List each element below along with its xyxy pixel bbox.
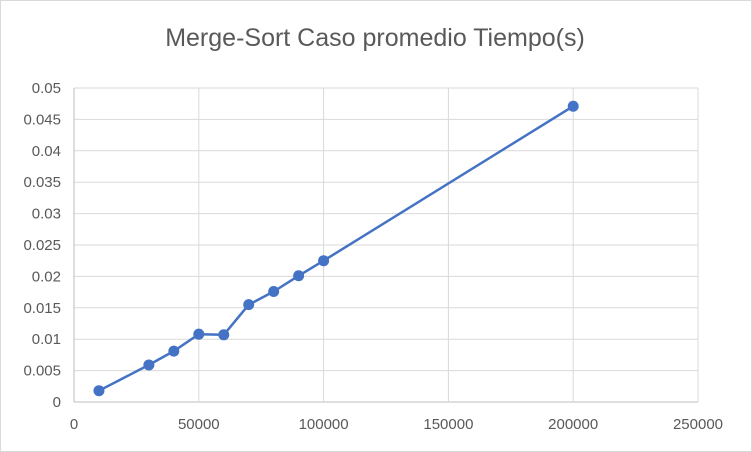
- data-point: [567, 100, 579, 112]
- series-line: [98, 105, 574, 392]
- y-tick-label: 0.045: [23, 111, 61, 128]
- data-point: [318, 255, 330, 267]
- y-tick-label: 0: [53, 394, 61, 411]
- data-point: [168, 345, 180, 357]
- y-tick-label: 0.04: [32, 143, 61, 160]
- data-point: [293, 270, 305, 282]
- y-tick-label: 0.025: [23, 237, 61, 254]
- data-point: [218, 329, 230, 341]
- x-tick-label: 100000: [299, 416, 349, 433]
- x-tick-label: 200000: [548, 416, 598, 433]
- data-point: [243, 299, 255, 311]
- y-tick-label: 0.05: [32, 80, 61, 97]
- y-tick-label: 0.015: [23, 300, 61, 317]
- series-layer: [93, 100, 579, 397]
- y-tick-label: 0.01: [32, 331, 61, 348]
- x-axis-ticks: 0 50000 100000 150000 200000 250000: [70, 416, 723, 433]
- y-tick-label: 0.03: [32, 206, 61, 223]
- x-tick-label: 50000: [178, 416, 220, 433]
- x-tick-label: 250000: [673, 416, 723, 433]
- y-axis-ticks: 0 0.005 0.01 0.015 0.02 0.025 0.03 0.035 0.04 0.0…: [23, 80, 61, 411]
- x-tick-label: 150000: [423, 416, 473, 433]
- y-tick-label: 0.005: [23, 363, 61, 380]
- data-point: [93, 385, 105, 397]
- data-point: [268, 285, 280, 297]
- x-tick-label: 0: [70, 416, 78, 433]
- data-point: [193, 328, 205, 340]
- y-tick-label: 0.02: [32, 268, 61, 285]
- y-tick-label: 0.035: [23, 174, 61, 191]
- chart-title: Merge-Sort Caso promedio Tiempo(s): [165, 24, 585, 52]
- data-point: [143, 359, 155, 371]
- grid-layer: [73, 87, 699, 403]
